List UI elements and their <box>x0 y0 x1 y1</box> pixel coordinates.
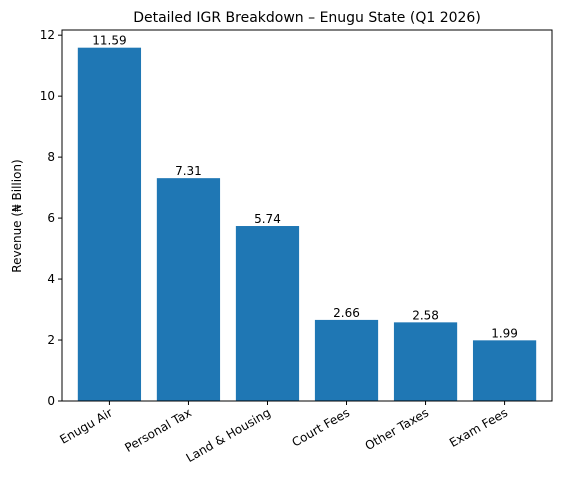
x-tick-label: Enugu Air <box>57 405 115 446</box>
value-label: 5.74 <box>254 212 281 226</box>
bar <box>235 226 300 401</box>
value-label: 2.66 <box>333 306 360 320</box>
x-tick-label: Exam Fees <box>447 405 510 450</box>
bar <box>393 322 458 401</box>
value-label: 2.58 <box>412 308 439 322</box>
value-label: 7.31 <box>175 164 202 178</box>
y-tick-label: 2 <box>47 333 55 347</box>
y-tick-label: 6 <box>47 211 55 225</box>
y-tick-label: 8 <box>47 150 55 164</box>
chart-title: Detailed IGR Breakdown – Enugu State (Q1… <box>133 10 481 26</box>
y-tick-label: 4 <box>47 272 55 286</box>
bar <box>77 47 142 401</box>
x-tick-label: Personal Tax <box>122 405 194 454</box>
y-tick-label: 0 <box>47 394 55 408</box>
x-tick-label: Court Fees <box>290 405 352 449</box>
bar <box>314 319 379 401</box>
y-axis-label: Revenue (₦ Billion) <box>10 159 24 272</box>
value-label: 11.59 <box>92 34 126 48</box>
y-tick-label: 10 <box>40 89 55 103</box>
x-tick-label: Other Taxes <box>363 405 431 453</box>
bar <box>156 178 221 401</box>
value-label: 1.99 <box>491 326 518 340</box>
x-tick-label: Land & Housing <box>184 405 273 465</box>
y-tick-label: 12 <box>40 28 55 42</box>
bar <box>472 340 537 401</box>
plot-frame <box>61 29 553 402</box>
